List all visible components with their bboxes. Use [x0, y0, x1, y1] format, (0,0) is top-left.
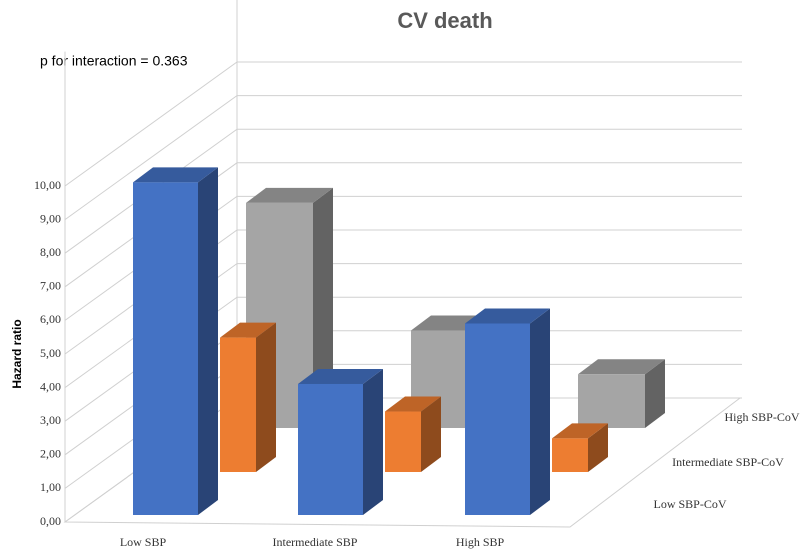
y-tick-label: 1,00 — [40, 480, 61, 494]
y-tick-label: 2,00 — [40, 447, 61, 461]
bar-side — [645, 359, 665, 428]
x-tick-label: Low SBP — [120, 535, 167, 549]
grid-line — [64, 296, 742, 422]
bar — [220, 337, 256, 472]
depth-label: Low SBP-CoV — [653, 497, 726, 511]
bar-top — [220, 322, 276, 338]
grid-line — [64, 195, 742, 321]
y-tick-label: 6,00 — [40, 312, 61, 326]
depth-label: Intermediate SBP-CoV — [672, 455, 784, 469]
bar-side — [588, 423, 608, 472]
bar-top — [552, 423, 608, 439]
bar-top — [133, 167, 218, 183]
bar-top — [298, 368, 383, 384]
bar-side — [530, 308, 550, 515]
x-tick-label: Intermediate SBP — [273, 535, 358, 549]
y-tick-label: 7,00 — [40, 279, 61, 293]
bar — [578, 374, 645, 428]
grid-line — [64, 229, 742, 355]
y-tick-label: 5,00 — [40, 346, 61, 360]
y-tick-label: 8,00 — [40, 245, 61, 259]
bar — [465, 323, 530, 515]
grid-line — [64, 162, 742, 288]
y-tick-label: 10,00 — [34, 178, 61, 192]
bar — [385, 411, 421, 472]
y-tick-label: 4,00 — [40, 379, 61, 393]
bar-top — [385, 396, 441, 412]
grid-line — [64, 128, 742, 254]
y-axis-title: Hazard ratio — [10, 319, 24, 388]
bar-top — [578, 359, 665, 375]
grid-line — [64, 95, 742, 221]
bar — [133, 182, 198, 516]
grid-line — [64, 61, 742, 187]
grid-line — [64, 263, 742, 389]
annotation: p for interaction = 0.363 — [40, 53, 188, 69]
bar — [552, 438, 588, 472]
bar-side — [256, 322, 276, 472]
bar-side — [198, 167, 218, 516]
y-tick-label: 3,00 — [40, 413, 61, 427]
depth-label: High SBP-CoV — [724, 410, 799, 424]
bar-side — [313, 187, 333, 428]
chart-title: CV death — [397, 8, 492, 33]
y-tick-label: 9,00 — [40, 211, 61, 225]
bar-top — [246, 187, 333, 203]
x-tick-label: High SBP — [456, 535, 505, 549]
bar-side — [363, 368, 383, 515]
bar — [298, 383, 363, 515]
y-tick-label: 0,00 — [40, 514, 61, 528]
bar-top — [465, 308, 550, 324]
bar-side — [421, 396, 441, 472]
